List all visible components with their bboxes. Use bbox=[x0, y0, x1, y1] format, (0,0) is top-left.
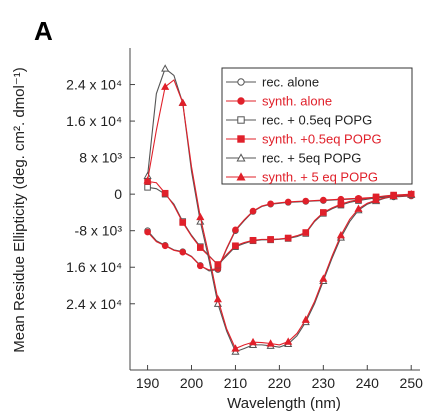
data-point bbox=[266, 339, 275, 347]
legend-items: rec. alone synth. alone rec. + 0.5eq POPG s… bbox=[226, 75, 382, 185]
data-point bbox=[302, 197, 310, 205]
series-line bbox=[147, 180, 412, 266]
data-point bbox=[354, 204, 363, 212]
data-point bbox=[196, 212, 205, 221]
y-tick-label: 8 x 10³ bbox=[79, 150, 122, 166]
x-axis-title: Wavelength (nm) bbox=[227, 395, 341, 412]
series-6 bbox=[143, 79, 416, 352]
data-point bbox=[320, 196, 327, 204]
data-point bbox=[302, 229, 310, 236]
y-axis-ticks: 2.4 x 10⁴ 1.6 x 10⁴ 8 x 10³ 0 -8 x 10³ 1.6 x … bbox=[66, 77, 135, 312]
x-tick-label: 210 bbox=[224, 375, 248, 391]
x-tick-label: 240 bbox=[356, 375, 380, 391]
legend-label: synth. +0.5eq POPG bbox=[262, 132, 382, 147]
series-2 bbox=[144, 192, 415, 272]
y-tick-label: 1.6 x 10⁴ bbox=[66, 259, 122, 275]
x-tick-label: 190 bbox=[136, 375, 160, 391]
legend-swatch-marker bbox=[237, 116, 245, 124]
legend-swatch-marker bbox=[236, 172, 246, 181]
series-line bbox=[147, 186, 412, 266]
data-point bbox=[319, 274, 328, 282]
x-axis-ticks: 190 200 210 220 230 240 250 bbox=[136, 365, 423, 391]
legend-item: rec. + 0.5eq POPG bbox=[226, 113, 372, 128]
series-line bbox=[147, 67, 412, 353]
legend-item: rec. + 5eq POPG bbox=[226, 151, 361, 166]
series-line bbox=[147, 195, 412, 272]
data-point bbox=[161, 242, 169, 250]
legend: rec. alone synth. alone rec. + 0.5eq POPG s… bbox=[221, 67, 413, 185]
y-tick-label: 2.4 x 10⁴ bbox=[66, 296, 122, 312]
data-point bbox=[320, 209, 327, 216]
data-point bbox=[179, 248, 187, 256]
data-point bbox=[267, 200, 274, 208]
legend-label: rec. + 0.5eq POPG bbox=[262, 113, 372, 128]
data-point bbox=[371, 195, 381, 204]
data-point bbox=[355, 196, 362, 203]
data-point bbox=[249, 236, 257, 244]
data-point bbox=[213, 294, 222, 303]
data-point bbox=[284, 198, 292, 206]
y-tick-label: 2.4 x 10⁴ bbox=[66, 77, 122, 93]
data-point bbox=[249, 207, 257, 215]
data-point bbox=[197, 262, 204, 270]
legend-swatch-marker bbox=[237, 78, 245, 86]
legend-item: synth. + 5 eq POPG bbox=[226, 170, 378, 185]
data-point bbox=[197, 244, 204, 251]
y-axis-title: Mean Residue Ellipticity (deg. cm². dmol… bbox=[11, 67, 28, 353]
panel-label: A bbox=[34, 16, 53, 46]
legend-swatch-marker bbox=[237, 97, 245, 105]
data-point bbox=[214, 261, 222, 268]
x-tick-label: 230 bbox=[312, 375, 336, 391]
data-point bbox=[248, 337, 258, 346]
data-point bbox=[144, 228, 151, 236]
data-point bbox=[284, 337, 293, 345]
x-tick-label: 250 bbox=[400, 375, 424, 391]
data-point bbox=[267, 236, 274, 243]
data-point bbox=[161, 82, 170, 90]
legend-item: synth. +0.5eq POPG bbox=[226, 132, 382, 147]
series-layer bbox=[143, 64, 416, 355]
legend-label: rec. + 5eq POPG bbox=[262, 151, 361, 166]
series-line bbox=[147, 194, 412, 271]
y-tick-label: 0 bbox=[114, 186, 122, 202]
x-tick-label: 200 bbox=[180, 375, 204, 391]
data-point bbox=[301, 315, 310, 323]
data-point bbox=[144, 184, 151, 191]
series-line bbox=[147, 79, 412, 350]
data-point bbox=[143, 176, 152, 184]
series-1 bbox=[144, 192, 415, 273]
legend-label: synth. alone bbox=[262, 94, 332, 109]
data-point bbox=[389, 191, 398, 200]
data-point bbox=[232, 242, 239, 250]
data-point bbox=[161, 189, 169, 197]
data-point bbox=[337, 200, 345, 208]
legend-item: synth. alone bbox=[226, 94, 332, 109]
data-point bbox=[336, 231, 345, 239]
data-point bbox=[178, 98, 187, 106]
y-tick-label: -8 x 10³ bbox=[75, 223, 123, 239]
legend-swatch-marker bbox=[236, 153, 246, 162]
data-point bbox=[179, 219, 187, 226]
data-point bbox=[407, 189, 416, 198]
x-tick-label: 220 bbox=[268, 375, 292, 391]
legend-label: synth. + 5 eq POPG bbox=[262, 170, 378, 185]
legend-item: rec. alone bbox=[226, 75, 319, 90]
data-point bbox=[161, 64, 170, 72]
data-point bbox=[284, 234, 292, 242]
data-point bbox=[231, 344, 240, 352]
legend-label: rec. alone bbox=[262, 75, 319, 90]
legend-box bbox=[221, 67, 413, 185]
data-point bbox=[232, 226, 239, 234]
y-tick-label: 1.6 x 10⁴ bbox=[66, 113, 122, 129]
legend-swatch-marker bbox=[237, 135, 245, 143]
